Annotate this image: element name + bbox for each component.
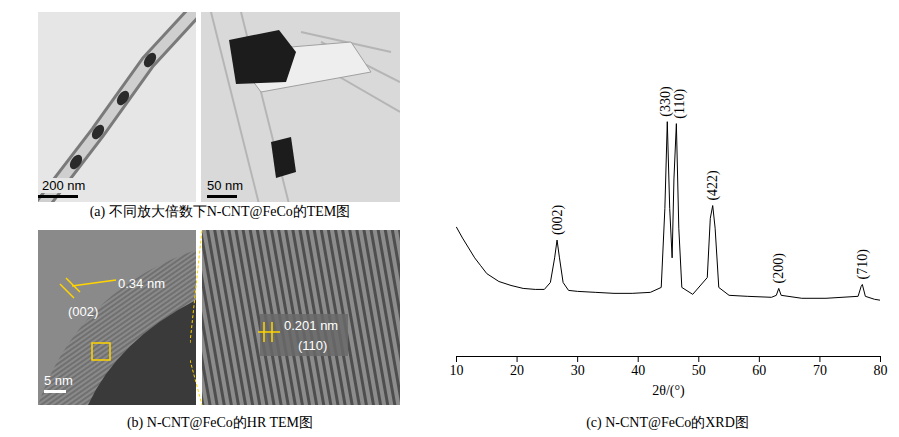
svg-text:2θ/(°): 2θ/(°) xyxy=(652,383,685,399)
svg-text:(002): (002) xyxy=(68,304,98,319)
svg-text:70: 70 xyxy=(813,363,827,378)
svg-text:80: 80 xyxy=(874,363,888,378)
svg-text:(200): (200) xyxy=(771,253,787,284)
svg-text:5 nm: 5 nm xyxy=(44,373,73,388)
svg-text:(422): (422) xyxy=(705,170,721,201)
svg-text:10: 10 xyxy=(450,363,464,378)
svg-text:200 nm: 200 nm xyxy=(42,178,85,193)
html-text:(c) N-CNT@FeCo的XRD图: (c) N-CNT@FeCo的XRD图 xyxy=(586,415,749,430)
svg-text:0.201 nm: 0.201 nm xyxy=(284,318,338,333)
svg-text:30: 30 xyxy=(571,363,585,378)
svg-text:(002): (002) xyxy=(550,204,566,235)
svg-text:50 nm: 50 nm xyxy=(207,178,243,193)
svg-text:(710): (710) xyxy=(855,249,871,280)
svg-text:(110): (110) xyxy=(298,338,327,353)
svg-text:0.34 nm: 0.34 nm xyxy=(118,276,165,291)
svg-text:(330): (330) xyxy=(658,86,673,117)
html-text:(b) N-CNT@FeCo的HR TEM图: (b) N-CNT@FeCo的HR TEM图 xyxy=(127,415,313,430)
svg-text:20: 20 xyxy=(510,363,524,378)
html-text:(a) 不同放大倍数下N-CNT@FeCo的TEM图: (a) 不同放大倍数下N-CNT@FeCo的TEM图 xyxy=(89,204,351,219)
svg-text:60: 60 xyxy=(752,363,766,378)
svg-text:40: 40 xyxy=(631,363,645,378)
svg-text:(110): (110) xyxy=(672,89,688,119)
svg-text:50: 50 xyxy=(692,363,706,378)
